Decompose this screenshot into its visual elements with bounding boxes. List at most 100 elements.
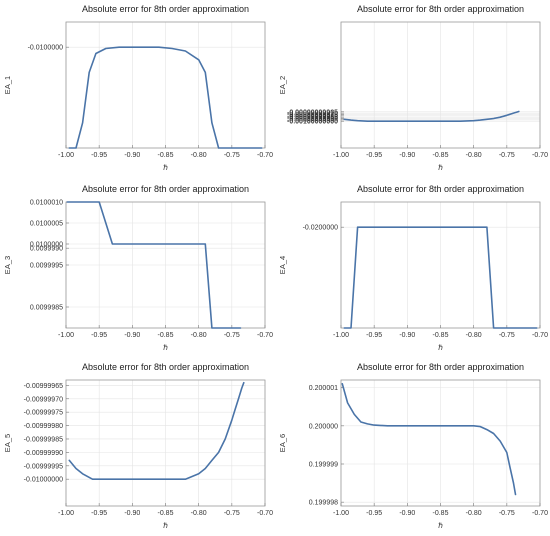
y-tick-label: 0.0100000	[30, 242, 63, 249]
x-axis-label: ℏ	[163, 521, 168, 530]
x-tick-label: -1.00	[58, 152, 74, 159]
x-tick-label: -0.85	[433, 510, 449, 517]
x-tick-label: -0.85	[158, 510, 174, 517]
series-line	[343, 110, 520, 122]
x-tick-label: -0.95	[366, 332, 382, 339]
y-tick-label: -0.00999975	[24, 410, 63, 417]
x-tick-label: -0.95	[91, 152, 107, 159]
x-tick-label: -0.80	[191, 152, 207, 159]
chart-svg-5: Absolute error for 8th order approximati…	[3, 362, 273, 530]
x-tick-label: -0.70	[257, 152, 273, 159]
x-tick-label: -0.90	[399, 152, 415, 159]
chart-panel-6: Absolute error for 8th order approximati…	[275, 358, 550, 536]
y-tick-label: -0.00099999965	[287, 109, 338, 116]
y-axis-label: EA_3	[3, 256, 12, 274]
chart-title: Absolute error for 8th order approximati…	[357, 184, 524, 194]
y-tick-label: 0.0099985	[30, 305, 63, 312]
y-tick-label: -0.0200000	[303, 225, 339, 232]
x-tick-label: -0.85	[158, 332, 174, 339]
x-tick-label: -0.75	[224, 510, 240, 517]
x-tick-label: -0.75	[499, 152, 515, 159]
chart-title: Absolute error for 8th order approximati…	[357, 4, 524, 14]
y-tick-label: -0.00999980	[24, 423, 63, 430]
x-tick-label: -0.75	[499, 510, 515, 517]
x-axis-label: ℏ	[163, 343, 168, 352]
x-axis-label: ℏ	[438, 521, 443, 530]
x-axis-label: ℏ	[438, 163, 443, 172]
y-tick-label: -0.00099999995	[287, 117, 338, 124]
chart-title: Absolute error for 8th order approximati…	[82, 4, 249, 14]
chart-title: Absolute error for 8th order approximati…	[82, 184, 249, 194]
x-axis-label: ℏ	[438, 343, 443, 352]
chart-svg-4: Absolute error for 8th order approximati…	[278, 184, 548, 352]
y-tick-label: -0.00999990	[24, 450, 63, 457]
chart-panel-1: Absolute error for 8th order approximati…	[0, 0, 275, 178]
x-tick-label: -0.70	[257, 510, 273, 517]
chart-title: Absolute error for 8th order approximati…	[357, 362, 524, 372]
x-tick-label: -0.90	[399, 510, 415, 517]
y-axis-label: EA_4	[278, 256, 287, 274]
x-tick-label: -0.70	[532, 152, 548, 159]
series-line	[341, 383, 517, 496]
x-tick-label: -0.95	[91, 510, 107, 517]
x-tick-label: -0.70	[532, 510, 548, 517]
chart-panel-2: Absolute error for 8th order approximati…	[275, 0, 550, 178]
y-tick-label: -0.00999965	[24, 383, 63, 390]
x-tick-label: -0.95	[366, 510, 382, 517]
y-tick-label: 0.0099995	[30, 263, 63, 270]
y-axis-label: EA_6	[278, 434, 287, 452]
x-tick-label: -0.80	[191, 332, 207, 339]
x-tick-label: -0.80	[466, 332, 482, 339]
chart-panel-4: Absolute error for 8th order approximati…	[275, 180, 550, 358]
x-tick-label: -0.90	[124, 152, 140, 159]
x-tick-label: -0.95	[91, 332, 107, 339]
x-tick-label: -0.80	[466, 152, 482, 159]
x-tick-label: -0.85	[433, 152, 449, 159]
y-axis-label: EA_5	[3, 434, 12, 452]
y-tick-label: -0.00100000000	[287, 119, 338, 126]
x-tick-label: -0.90	[124, 510, 140, 517]
y-tick-label: -0.00099999990	[287, 116, 338, 123]
x-tick-label: -0.90	[399, 332, 415, 339]
y-tick-label: -0.00999970	[24, 396, 63, 403]
x-tick-label: -0.75	[499, 332, 515, 339]
x-tick-label: -1.00	[333, 152, 349, 159]
y-axis-label: EA_2	[278, 76, 287, 94]
x-tick-label: -0.70	[257, 332, 273, 339]
y-tick-label: -0.00099999985	[287, 115, 338, 122]
y-tick-label: 0.0099990	[30, 246, 63, 253]
x-tick-label: -1.00	[58, 510, 74, 517]
y-tick-label: -0.00999985	[24, 436, 63, 443]
y-tick-label: -0.00099999970	[287, 111, 338, 118]
x-tick-label: -0.70	[532, 332, 548, 339]
chart-panel-3: Absolute error for 8th order approximati…	[0, 180, 275, 358]
x-tick-label: -1.00	[333, 510, 349, 517]
x-tick-label: -0.90	[124, 332, 140, 339]
series-line	[343, 226, 538, 329]
x-tick-label: -0.75	[224, 332, 240, 339]
y-tick-label: 0.200000	[309, 423, 338, 430]
chart-title: Absolute error for 8th order approximati…	[82, 362, 249, 372]
y-axis-label: EA_1	[3, 76, 12, 94]
series-line	[66, 201, 242, 329]
chart-svg-6: Absolute error for 8th order approximati…	[278, 362, 548, 530]
chart-svg-3: Absolute error for 8th order approximati…	[3, 184, 273, 352]
x-axis-label: ℏ	[163, 163, 168, 172]
x-tick-label: -0.80	[191, 510, 207, 517]
series-line	[68, 381, 245, 480]
chart-svg-1: Absolute error for 8th order approximati…	[3, 4, 273, 172]
y-tick-label: 0.0100005	[30, 221, 63, 228]
y-tick-label: -0.01000000	[24, 477, 63, 484]
series-line	[68, 46, 263, 149]
x-tick-label: -0.85	[433, 332, 449, 339]
x-tick-label: -1.00	[58, 332, 74, 339]
y-tick-label: 0.199998	[309, 500, 338, 507]
y-tick-label: -0.0100000	[28, 45, 64, 52]
y-tick-label: 0.0100010	[30, 200, 63, 207]
chart-panel-5: Absolute error for 8th order approximati…	[0, 358, 275, 536]
y-tick-label: -0.00099999975	[287, 112, 338, 119]
x-tick-label: -0.85	[158, 152, 174, 159]
y-tick-label: -0.00999995	[24, 463, 63, 470]
y-tick-label: 0.200001	[309, 385, 338, 392]
